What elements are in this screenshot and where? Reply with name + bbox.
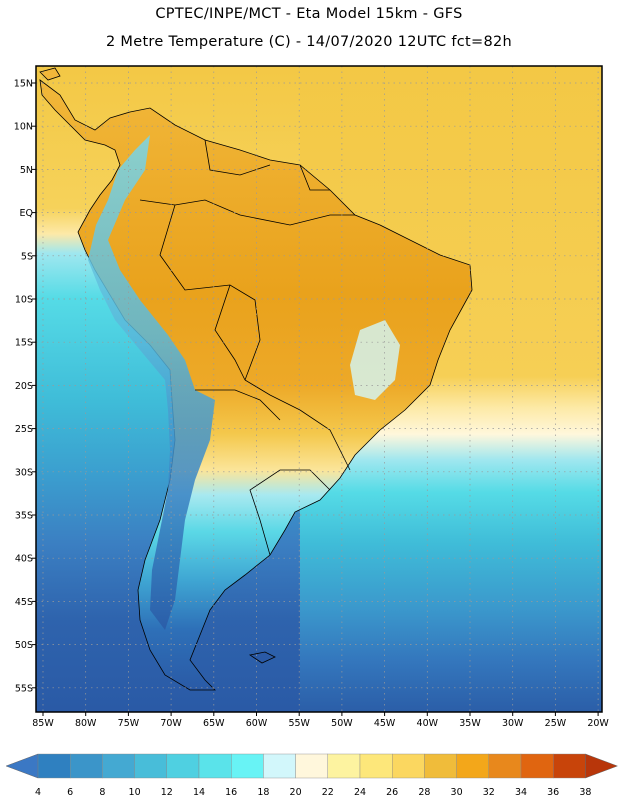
lon-label: 70W	[160, 718, 182, 729]
lon-label: 55W	[288, 718, 310, 729]
andes-band	[88, 135, 215, 630]
colorbar-swatch	[456, 753, 490, 779]
colorbar-swatch	[424, 753, 457, 779]
colorbar-tick-label: 6	[67, 787, 73, 798]
colorbar-tick-label: 4	[35, 787, 41, 798]
lat-label: 30S	[15, 467, 33, 478]
lon-label: 60W	[246, 718, 268, 729]
highlands-cool	[350, 320, 400, 400]
lat-label: 50S	[15, 640, 33, 651]
lat-label: 55S	[15, 683, 33, 694]
map-fill	[36, 66, 602, 712]
lat-label: EQ	[20, 208, 33, 219]
lon-label: 50W	[331, 718, 353, 729]
colorbar-tick-label: 22	[322, 787, 334, 798]
colorbar-tick-label: 20	[290, 787, 302, 798]
colorbar-tick-label: 36	[547, 787, 559, 798]
lon-label: 25W	[545, 718, 567, 729]
colorbar-tick-label: 34	[515, 787, 527, 798]
colorbar-swatch	[166, 753, 200, 779]
lat-label: 5S	[21, 251, 33, 262]
lat-label: 15N	[14, 79, 33, 90]
lon-label: 45W	[374, 718, 396, 729]
colorbar-labels: 4 6 8 10 12 14 16 18 20 22 24 26 28 30 32 34 36 38	[35, 787, 591, 798]
colorbar-tick-label: 26	[386, 787, 398, 798]
colorbar-swatch	[327, 753, 361, 779]
colorbar-tick-label: 38	[579, 787, 591, 798]
lat-label: 10N	[14, 122, 33, 133]
colorbar-swatch	[295, 753, 329, 779]
colorbar-tick-label: 30	[451, 787, 463, 798]
graticule	[36, 66, 602, 712]
colorbar-tick-label: 8	[99, 787, 105, 798]
lon-label: 85W	[32, 718, 54, 729]
colorbar-over-arrow	[585, 753, 618, 779]
colorbar-tick-label: 16	[225, 787, 237, 798]
latitude-labels: 15N 10N 5N EQ 5S 10S 15S 20S 25S 30S 35S 40S 45S 50S 5…	[14, 79, 36, 694]
colorbar-tick-label: 18	[257, 787, 269, 798]
lon-label: 20W	[587, 718, 609, 729]
colorbar-swatch	[102, 753, 135, 779]
lat-label: 5N	[20, 165, 33, 176]
cuba-island	[39, 67, 61, 81]
lon-label: 80W	[75, 718, 97, 729]
lat-label: 35S	[15, 511, 33, 522]
country-borders	[139, 139, 355, 556]
title-line-1: CPTEC/INPE/MCT - Eta Model 15km - GFS	[155, 6, 463, 22]
colorbar-tick-label: 24	[354, 787, 366, 798]
lat-label: 25S	[15, 424, 33, 435]
lon-label: 75W	[118, 718, 140, 729]
colorbar-swatch	[520, 753, 554, 779]
colorbar-tick-label: 28	[418, 787, 430, 798]
colorbar-swatch	[392, 753, 425, 779]
lat-label: 40S	[15, 554, 33, 565]
lat-label: 10S	[15, 295, 33, 306]
lon-label: 40W	[417, 718, 439, 729]
colorbar-under-arrow	[5, 753, 39, 779]
colorbar-swatch	[69, 753, 103, 779]
colorbar-swatch	[37, 753, 71, 779]
title-line-2: 2 Metre Temperature (C) - 14/07/2020 12U…	[105, 34, 512, 50]
lat-label: 45S	[15, 597, 33, 608]
colorbar-swatch	[488, 753, 522, 779]
map-frame	[35, 65, 603, 713]
lat-label: 20S	[15, 381, 33, 392]
colorbar-swatch	[198, 753, 232, 779]
lat-label: 15S	[15, 338, 33, 349]
colorbar-swatch	[263, 753, 296, 779]
colorbar	[5, 753, 618, 779]
lon-label: 65W	[203, 718, 225, 729]
colorbar-tick-label: 10	[129, 787, 141, 798]
south-america-land	[39, 79, 473, 691]
lon-label: 30W	[502, 718, 524, 729]
colorbar-swatch	[230, 753, 264, 779]
colorbar-tick-label: 12	[161, 787, 173, 798]
colorbar-swatch	[134, 753, 168, 779]
colorbar-tick-label: 32	[483, 787, 495, 798]
lon-label: 35W	[459, 718, 481, 729]
colorbar-swatch	[359, 753, 393, 779]
longitude-labels: 85W 80W 75W 70W 65W 60W 55W 50W 45W 40W 35W 30W 25W 2…	[32, 712, 609, 729]
colorbar-tick-label: 14	[193, 787, 205, 798]
colorbar-swatch	[553, 753, 586, 779]
